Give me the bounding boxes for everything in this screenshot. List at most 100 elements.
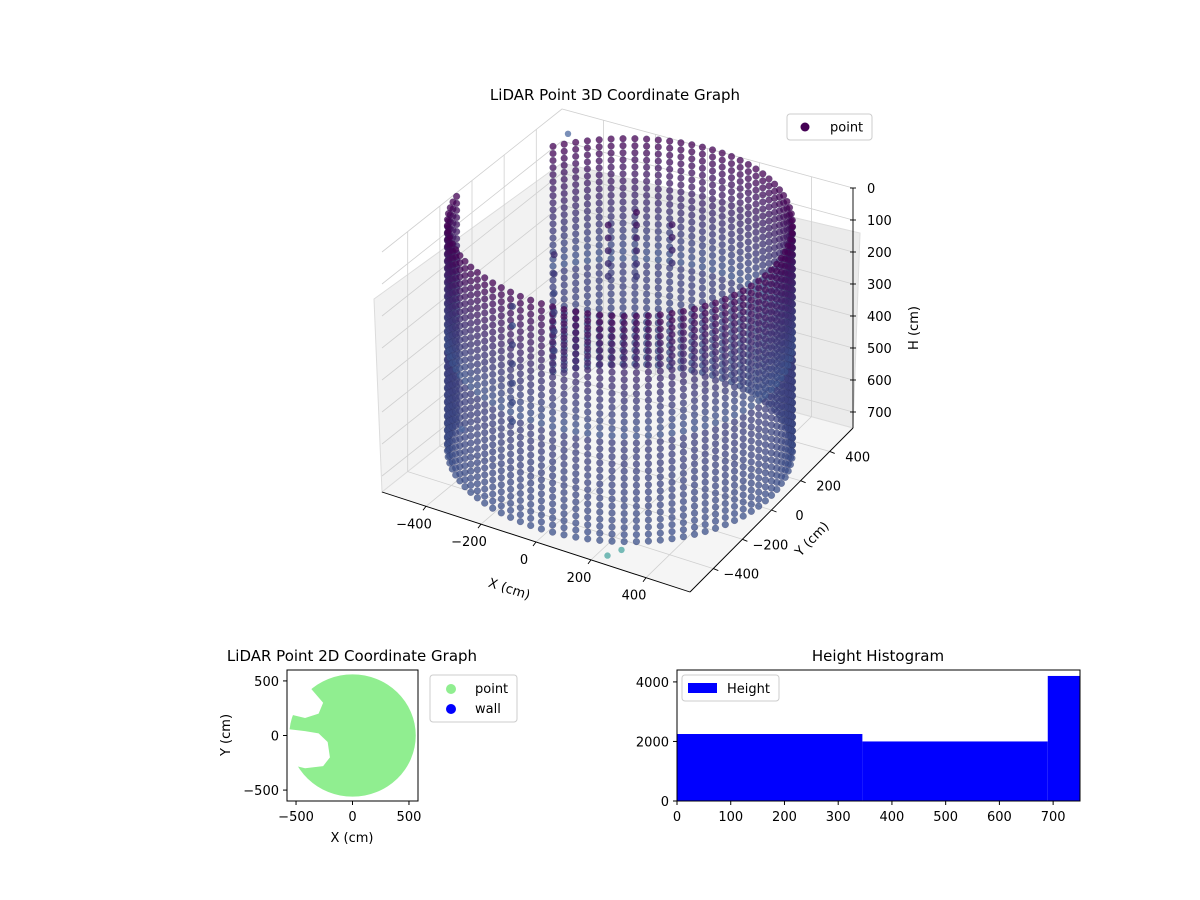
- lidar-point-3d: [527, 373, 535, 382]
- lidar-point-3d: [481, 492, 489, 500]
- lidar-point-3d: [727, 265, 736, 273]
- lidar-point-3d: [747, 451, 755, 459]
- lidar-point-3d: [572, 145, 580, 154]
- lidar-point-3d: [527, 359, 535, 368]
- y-tick-label-3d: −400: [723, 568, 759, 583]
- lidar-point-3d: [679, 533, 688, 541]
- lidar-point-3d: [761, 349, 770, 357]
- lidar-point-3d: [467, 340, 475, 349]
- lidar-point-3d: [516, 482, 525, 491]
- lidar-point-3d: [497, 319, 505, 327]
- lidar-point-3d: [467, 277, 475, 285]
- lidar-point-3d: [596, 445, 604, 453]
- lidar-point-3d: [632, 418, 641, 426]
- lidar-point-3d: [787, 210, 795, 218]
- lidar-point-3d: [736, 163, 744, 172]
- lidar-point-3d: [767, 491, 776, 499]
- y-tick-3d: [713, 568, 719, 571]
- lidar-point-3d: [467, 369, 475, 377]
- lidar-point-3d: [759, 240, 767, 248]
- lidar-point-3d: [718, 283, 726, 291]
- lidar-point-3d: [481, 302, 489, 310]
- lidar-point-3d: [654, 241, 662, 250]
- lidar-point-3d: [572, 209, 580, 217]
- lidar-point-3d: [767, 421, 776, 429]
- lidar-point-3d: [631, 240, 639, 248]
- lidar-point-3d: [752, 228, 760, 237]
- lidar-point-3d: [516, 356, 525, 364]
- lidar-point-3d: [690, 319, 699, 327]
- lidar-point-3d: [656, 466, 664, 474]
- lidar-point-3d: [736, 241, 744, 249]
- lidar-point-3d: [690, 312, 699, 320]
- lidar-point-3d: [467, 474, 475, 482]
- lidar-point-3d: [632, 319, 641, 328]
- lidar-point-3d: [785, 203, 794, 212]
- chart-3d-title: LiDAR Point 3D Coordinate Graph: [490, 86, 740, 104]
- lidar-point-3d: [620, 523, 628, 532]
- lidar-point-3d: [727, 216, 736, 224]
- lidar-point-3d: [467, 481, 475, 489]
- lidar-point-3d: [632, 530, 641, 539]
- lidar-point-3d: [596, 374, 604, 383]
- lidar-point-3d: [572, 519, 580, 527]
- lidar-point-3d: [739, 427, 747, 436]
- lidar-point-3d: [572, 371, 580, 379]
- lidar-point-3d: [755, 305, 763, 313]
- lidar-point-3d: [572, 265, 580, 273]
- y-tick-label-2d: 0: [271, 730, 279, 745]
- lidar-point-3d: [736, 227, 744, 235]
- lidar-point-3d: [644, 516, 653, 524]
- lidar-point-3d: [736, 248, 744, 256]
- lidar-point-3d: [721, 520, 729, 529]
- lidar-point-3d: [656, 339, 664, 347]
- lidar-point-3d: [548, 373, 557, 381]
- lidar-point-3d: [608, 516, 616, 524]
- lidar-point-3d: [537, 504, 546, 512]
- lidar-point-3d: [736, 170, 744, 179]
- lidar-point-3d: [444, 209, 453, 218]
- lidar-point-3d: [666, 214, 674, 223]
- lidar-point-3d: [619, 303, 627, 312]
- lidar-point-3d: [527, 472, 535, 480]
- lidar-point-3d: [595, 269, 603, 278]
- lidar-point-3d: [631, 170, 639, 178]
- lidar-point-3d: [690, 502, 699, 510]
- lidar-point-3d: [701, 408, 709, 416]
- lidar-point-3d: [572, 251, 580, 259]
- lidar-point-3d: [767, 371, 776, 380]
- point-cloud-2d: [287, 670, 416, 797]
- lidar-point-3d: [690, 375, 699, 384]
- lidar-point-3d: [481, 274, 489, 282]
- lidar-point-3d: [711, 524, 720, 532]
- lidar-point-3d: [595, 171, 603, 179]
- x-tick-label-hist: 500: [933, 810, 958, 825]
- lidar-point-3d: [473, 487, 482, 495]
- lidar-point-3d: [668, 259, 676, 267]
- lidar-point-3d: [481, 436, 489, 444]
- lidar-point-3d: [620, 354, 628, 363]
- lidar-point-3d: [688, 183, 696, 191]
- lidar-point-3d: [608, 375, 616, 383]
- lidar-point-3d: [537, 405, 546, 413]
- lidar-point-3d: [467, 390, 475, 398]
- lidar-point-3d: [596, 515, 604, 523]
- lidar-point-3d: [690, 382, 699, 391]
- lidar-point-3d: [619, 289, 627, 298]
- lidar-point-3d: [620, 425, 628, 433]
- lidar-point-3d: [644, 467, 653, 475]
- lidar-point-3d: [721, 387, 729, 395]
- lidar-point-3d: [767, 287, 776, 295]
- lidar-point-3d: [747, 409, 755, 417]
- lidar-point-3d: [730, 411, 739, 419]
- lidar-point-3d: [595, 192, 603, 200]
- lidar-point-3d: [537, 377, 546, 385]
- lidar-point-3d: [537, 476, 546, 484]
- lidar-point-3d: [688, 204, 696, 212]
- lidar-point-3d: [604, 234, 612, 242]
- z-tick-label-3d: 0: [867, 182, 875, 197]
- lidar-point-3d: [711, 334, 720, 342]
- lidar-point-3d: [608, 382, 616, 390]
- lidar-point-3d: [473, 494, 482, 502]
